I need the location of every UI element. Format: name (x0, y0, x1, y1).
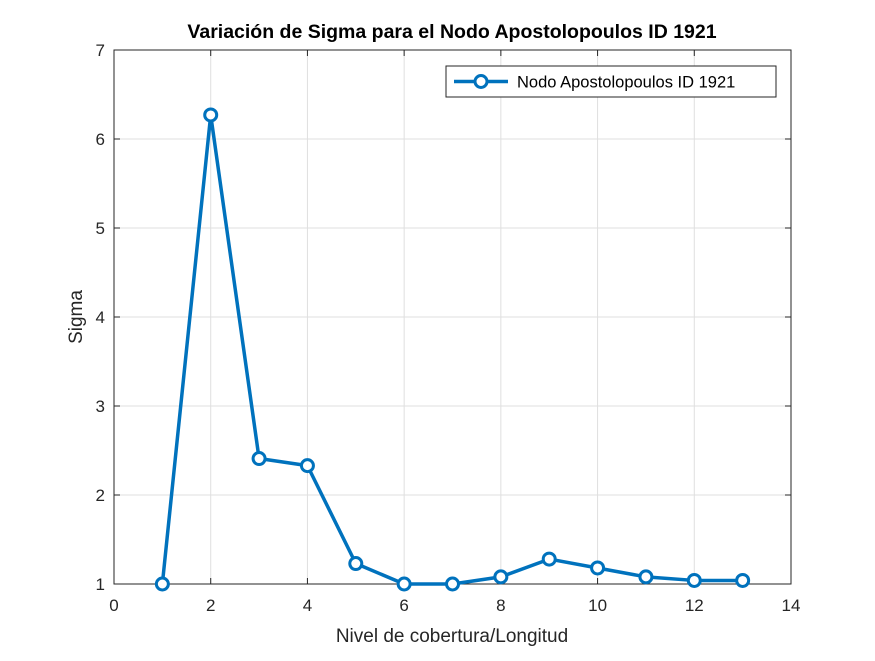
data-point (299, 458, 315, 474)
data-point (638, 569, 654, 585)
legend-marker-sample (473, 74, 489, 89)
y-tick-label: 6 (96, 130, 105, 149)
data-point (445, 576, 460, 592)
y-tick-label: 7 (96, 41, 105, 60)
y-tick-label: 2 (96, 486, 105, 505)
y-tick-label: 5 (96, 219, 105, 238)
data-point (541, 551, 557, 567)
x-tick-label: 2 (206, 596, 215, 615)
y-tick-label: 1 (96, 575, 105, 594)
x-tick-label: 10 (588, 596, 607, 615)
data-point (735, 572, 751, 588)
legend: Nodo Apostolopoulos ID 1921 (445, 65, 777, 98)
x-ticks: 0 2 4 6 8 10 12 14 (109, 50, 800, 615)
x-tick-label: 6 (399, 596, 408, 615)
y-tick-label: 4 (96, 308, 105, 327)
x-axis-label: Nivel de cobertura/Longitud (336, 626, 568, 647)
chart-title: Variación de Sigma para el Nodo Apostolo… (187, 21, 716, 43)
legend-label: Nodo Apostolopoulos ID 1921 (517, 74, 735, 92)
data-point (348, 556, 364, 572)
x-tick-label: 12 (685, 596, 704, 615)
x-tick-label: 0 (109, 596, 118, 615)
y-axis-label: Sigma (66, 290, 87, 344)
data-point (396, 576, 412, 592)
y-tick-label: 3 (96, 397, 105, 416)
x-tick-label: 14 (782, 596, 801, 615)
x-tick-label: 4 (303, 596, 312, 615)
y-ticks: 1 2 3 4 5 6 7 (96, 41, 791, 594)
x-tick-label: 8 (496, 596, 505, 615)
grid (114, 50, 791, 584)
data-point (493, 569, 509, 585)
data-point (686, 572, 702, 588)
data-point (203, 107, 219, 123)
data-point (154, 576, 170, 592)
data-point (590, 560, 606, 576)
series-layer (154, 107, 751, 592)
data-point (251, 451, 267, 467)
